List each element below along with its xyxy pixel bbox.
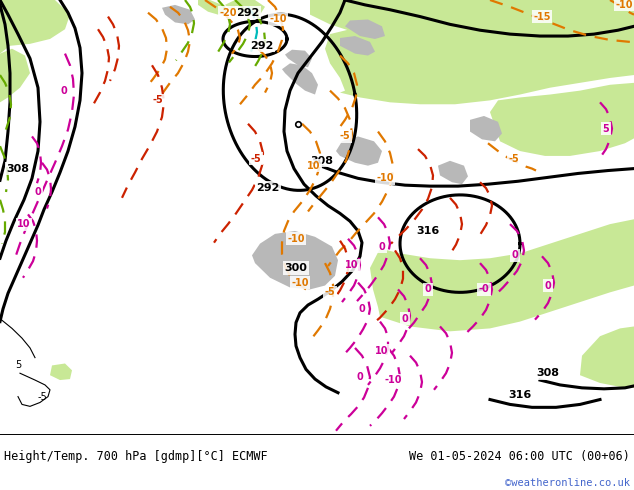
Polygon shape bbox=[225, 0, 265, 17]
Text: 5: 5 bbox=[603, 123, 609, 134]
Text: 0: 0 bbox=[35, 187, 41, 197]
Polygon shape bbox=[0, 0, 70, 53]
Text: 0: 0 bbox=[425, 284, 431, 294]
Polygon shape bbox=[282, 63, 318, 95]
Text: 308: 308 bbox=[311, 156, 333, 166]
Text: 5: 5 bbox=[15, 361, 21, 370]
Text: We 01-05-2024 06:00 UTC (00+06): We 01-05-2024 06:00 UTC (00+06) bbox=[409, 450, 630, 463]
Text: -5: -5 bbox=[37, 392, 47, 402]
Polygon shape bbox=[285, 49, 312, 67]
Polygon shape bbox=[198, 0, 225, 15]
Polygon shape bbox=[336, 136, 382, 166]
Text: ©weatheronline.co.uk: ©weatheronline.co.uk bbox=[505, 478, 630, 488]
Text: -5: -5 bbox=[508, 154, 519, 164]
Text: -10: -10 bbox=[384, 375, 402, 385]
Text: 292: 292 bbox=[236, 8, 260, 18]
Text: 10: 10 bbox=[307, 161, 321, 171]
Text: 300: 300 bbox=[285, 263, 307, 273]
Polygon shape bbox=[370, 219, 634, 331]
Text: 0: 0 bbox=[356, 372, 363, 382]
Text: -0: -0 bbox=[479, 284, 489, 294]
Text: 316: 316 bbox=[508, 390, 532, 400]
Polygon shape bbox=[490, 83, 634, 156]
Text: Height/Temp. 700 hPa [gdmp][°C] ECMWF: Height/Temp. 700 hPa [gdmp][°C] ECMWF bbox=[4, 450, 268, 463]
Text: 0: 0 bbox=[378, 242, 385, 251]
Text: 292: 292 bbox=[256, 183, 280, 193]
Polygon shape bbox=[162, 5, 195, 24]
Polygon shape bbox=[470, 116, 502, 141]
Polygon shape bbox=[252, 231, 338, 290]
Text: 308: 308 bbox=[6, 164, 30, 173]
Text: 0: 0 bbox=[359, 304, 365, 314]
Polygon shape bbox=[395, 46, 520, 75]
Text: -10: -10 bbox=[291, 278, 309, 288]
Polygon shape bbox=[580, 326, 634, 388]
Polygon shape bbox=[0, 49, 30, 102]
Text: 0: 0 bbox=[401, 314, 408, 324]
Text: -20: -20 bbox=[219, 8, 236, 18]
Text: 308: 308 bbox=[536, 368, 559, 378]
Text: 316: 316 bbox=[417, 226, 439, 236]
Text: -5: -5 bbox=[153, 96, 164, 105]
Text: -10: -10 bbox=[615, 0, 633, 10]
Text: -10: -10 bbox=[287, 234, 305, 244]
Text: 0: 0 bbox=[545, 281, 552, 291]
Polygon shape bbox=[325, 0, 634, 104]
Text: 10: 10 bbox=[346, 260, 359, 270]
Polygon shape bbox=[345, 20, 385, 39]
Text: 10: 10 bbox=[17, 219, 31, 229]
Text: -15: -15 bbox=[533, 12, 551, 22]
Text: 0: 0 bbox=[61, 86, 67, 96]
Text: 0: 0 bbox=[512, 250, 519, 260]
Text: -5: -5 bbox=[340, 131, 351, 142]
Text: 292: 292 bbox=[250, 41, 274, 51]
Text: -10: -10 bbox=[269, 15, 287, 24]
Polygon shape bbox=[50, 364, 72, 380]
Polygon shape bbox=[340, 36, 375, 55]
Text: -10: -10 bbox=[376, 173, 394, 183]
Text: 10: 10 bbox=[375, 346, 389, 356]
Text: -5: -5 bbox=[250, 154, 261, 164]
Polygon shape bbox=[310, 0, 634, 46]
Text: -5: -5 bbox=[325, 287, 335, 297]
Polygon shape bbox=[438, 161, 468, 184]
